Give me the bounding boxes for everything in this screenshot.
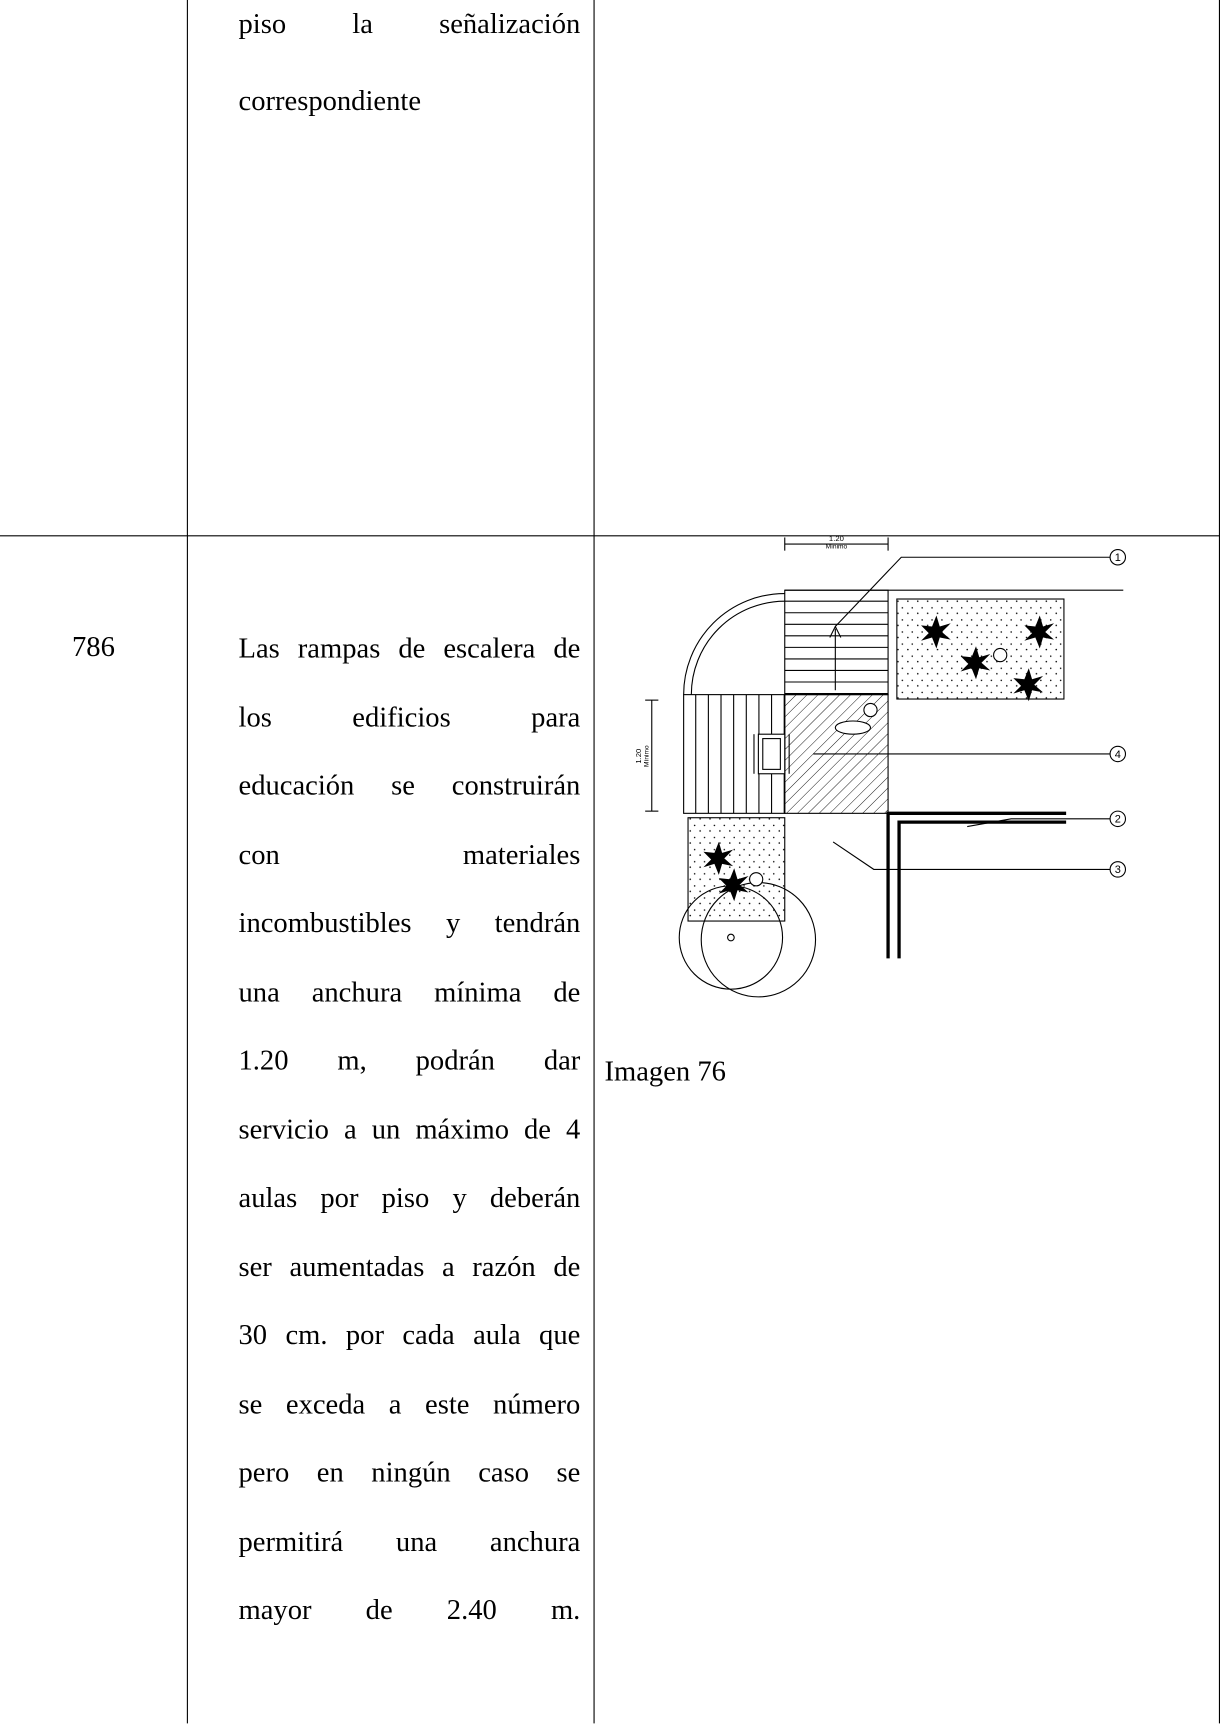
text-line: con materiales: [238, 838, 581, 870]
text-line: una anchura mínima de: [238, 975, 581, 1008]
column-border: [593, 0, 595, 1724]
stair-diagram: 1.20 Mínimo 1.20 Mínimo: [634, 534, 1127, 998]
text-line: 1.20 m, podrán dar: [238, 1044, 581, 1077]
text-line: permitirá una anchura: [238, 1525, 581, 1557]
callout-circle: [1109, 810, 1127, 828]
text-line: se exceda a este número: [238, 1387, 581, 1420]
text-line: 30 cm. por cada aula que: [238, 1318, 581, 1351]
column-border: [186, 0, 188, 1724]
cell-text: Las rampas de escalera de los edificios p…: [239, 614, 581, 1644]
text-line: pero en ningún caso se: [238, 1456, 581, 1489]
callout-label: 2: [1115, 814, 1121, 826]
cell-text: piso la señalización correspondiente: [239, 0, 581, 140]
dimension-value: 1.20: [634, 749, 643, 764]
callout-label: 1: [1115, 552, 1121, 564]
callout-label: 3: [1115, 864, 1121, 876]
callout-circle: [1109, 549, 1127, 566]
dimension-note: Mínimo: [643, 745, 650, 767]
callout-label: 4: [1115, 749, 1121, 761]
text-line: servicio a un máximo de 4: [238, 1112, 581, 1145]
text-line: ser aumentadas a razón de: [238, 1250, 581, 1283]
text-line: educación se construirán: [238, 769, 581, 802]
figure-caption: Imagen 76: [604, 1055, 726, 1088]
row-border: [0, 535, 1220, 537]
dimension-note: Mínimo: [826, 543, 848, 550]
callout-circle: [1109, 861, 1127, 878]
callout-circle: [1109, 745, 1127, 763]
text-line: aulas por piso y deberán: [238, 1181, 581, 1214]
row-number: 786: [71, 630, 115, 663]
text-line: los edificios para: [238, 700, 581, 733]
dimension-value: 1.20: [829, 534, 844, 543]
text-line: incombustibles y tendrán: [238, 906, 581, 939]
text-line: correspondiente: [238, 84, 422, 117]
column-border: [1218, 0, 1220, 1724]
text-line: mayor de 2.40 m.: [238, 1593, 581, 1626]
text-line: piso la señalización: [238, 7, 581, 40]
text-line: Las rampas de escalera de: [238, 631, 581, 664]
